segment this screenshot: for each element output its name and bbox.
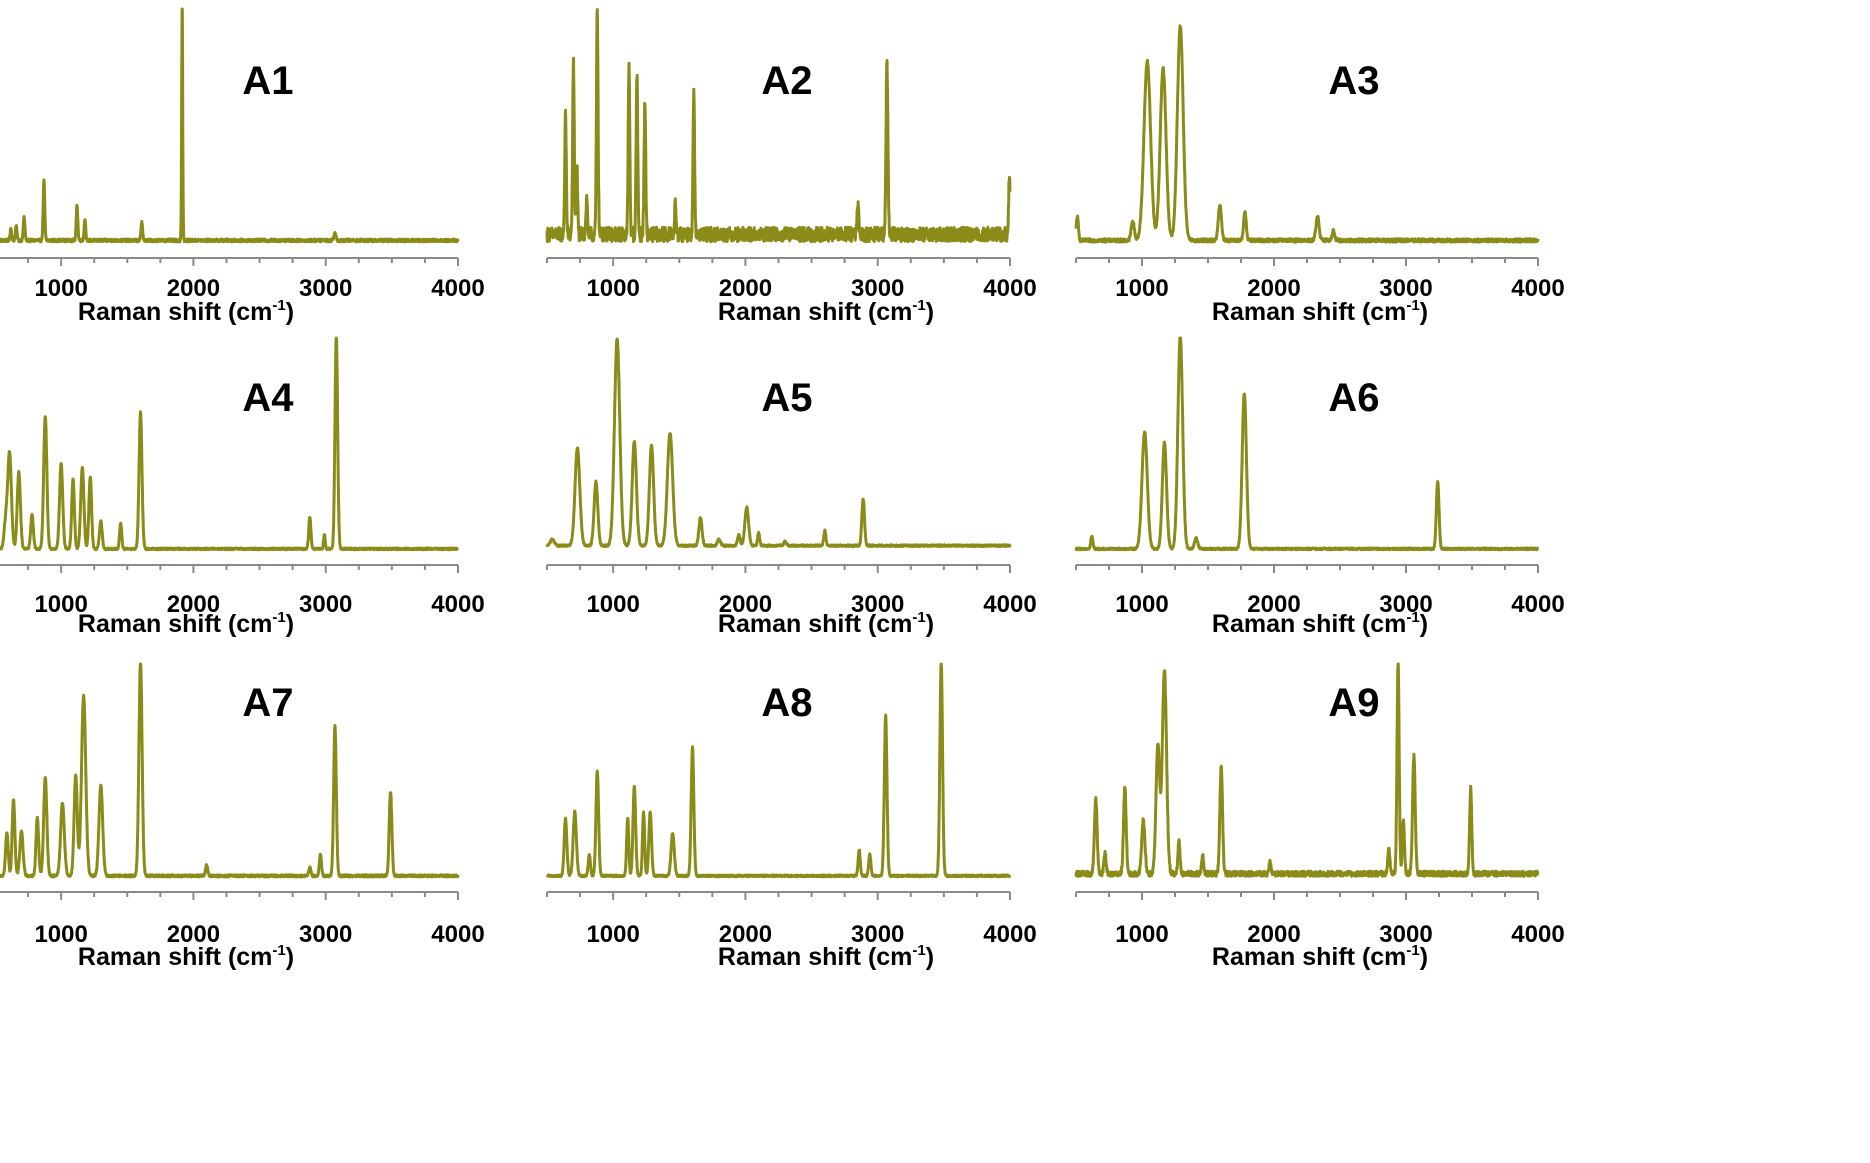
tick-label-a4: 3000 — [299, 591, 352, 618]
x-axis-title-a8: Raman shift (cm-1) — [718, 942, 934, 971]
x-axis-title-a2: Raman shift (cm-1) — [718, 297, 934, 326]
panel-a6: 1000 2000 3000 4000 Raman shift (cm-1) A6 — [1074, 336, 1565, 638]
x-axis-title-a3: Raman shift (cm-1) — [1212, 297, 1428, 326]
tick-label-a2: 2000 — [719, 275, 772, 302]
panel-label-a4: A4 — [242, 376, 294, 420]
tick-label-a8: 3000 — [851, 921, 904, 948]
tick-label-a9: 1000 — [1115, 921, 1168, 948]
tick-label-a5: 2000 — [719, 591, 772, 618]
tick-label-a5: 4000 — [983, 591, 1036, 618]
spectrum-line-a5 — [545, 337, 1012, 548]
spectrum-line-a9 — [1074, 662, 1540, 878]
tick-label-a2: 4000 — [983, 275, 1036, 302]
tick-label-a8: 4000 — [983, 921, 1036, 948]
panel-label-a8: A8 — [761, 681, 812, 725]
tick-label-a1: 1000 — [34, 275, 87, 302]
tick-label-a6: 1000 — [1115, 591, 1168, 618]
spectrum-line-a7 — [0, 662, 460, 879]
panel-label-a3: A3 — [1328, 59, 1379, 103]
tick-label-a1: 3000 — [299, 275, 352, 302]
x-axis-title-a6: Raman shift (cm-1) — [1212, 609, 1428, 638]
spectrum-line-a8 — [545, 662, 1012, 879]
tick-label-a7: 1000 — [34, 921, 87, 948]
tick-label-a9: 3000 — [1379, 921, 1432, 948]
panel-a8: 1000 2000 3000 4000 Raman shift (cm-1) A8 — [545, 662, 1037, 971]
tick-label-a2: 3000 — [851, 275, 904, 302]
x-axis-title-a1: Raman shift (cm-1) — [78, 297, 294, 326]
x-axis-title-a4: Raman shift (cm-1) — [78, 609, 294, 638]
panel-a9: 1000 2000 3000 4000 Raman shift (cm-1) A9 — [1074, 662, 1565, 971]
tick-label-a6: 2000 — [1247, 591, 1300, 618]
x-axis-title-a5: Raman shift (cm-1) — [718, 609, 934, 638]
panel-a4: 1000 2000 3000 4000 Raman shift (cm-1) A4 — [0, 336, 485, 638]
tick-label-a4: 4000 — [431, 591, 484, 618]
panel-label-a5: A5 — [761, 376, 812, 420]
tick-label-a5: 3000 — [851, 591, 904, 618]
tick-label-a9: 2000 — [1247, 921, 1300, 948]
panel-a2: 1000 2000 3000 4000 Raman shift (cm-1) A2 — [545, 8, 1037, 326]
panel-label-a6: A6 — [1328, 376, 1379, 420]
panel-a3: 1000 2000 3000 4000 Raman shift (cm-1) A3 — [1074, 24, 1565, 326]
tick-label-a4: 1000 — [34, 591, 87, 618]
panel-label-a9: A9 — [1328, 681, 1379, 725]
tick-label-a8: 1000 — [586, 921, 639, 948]
x-axis-title-a9: Raman shift (cm-1) — [1212, 942, 1428, 971]
tick-label-a3: 1000 — [1115, 275, 1168, 302]
tick-label-a7: 3000 — [299, 921, 352, 948]
tick-label-a3: 3000 — [1379, 275, 1432, 302]
tick-label-a5: 1000 — [586, 591, 639, 618]
spectrum-line-a1 — [0, 7, 460, 244]
tick-label-a7: 2000 — [167, 921, 220, 948]
tick-label-a4: 2000 — [167, 591, 220, 618]
panel-label-a2: A2 — [761, 59, 812, 103]
panel-a7: 1000 2000 3000 4000 Raman shift (cm-1) A7 — [0, 662, 485, 971]
tick-label-a3: 4000 — [1511, 275, 1564, 302]
spectrum-line-a2 — [545, 8, 1012, 244]
panel-label-a1: A1 — [242, 59, 293, 103]
tick-label-a1: 4000 — [431, 275, 484, 302]
panel-a5: 1000 2000 3000 4000 Raman shift (cm-1) A5 — [545, 337, 1037, 638]
tick-label-a9: 4000 — [1511, 921, 1564, 948]
tick-label-a6: 4000 — [1511, 591, 1564, 618]
panel-a1: 1000 2000 3000 4000 Raman shift (cm-1) A1 — [0, 7, 485, 326]
panel-label-a7: A7 — [242, 681, 293, 725]
tick-label-a1: 2000 — [167, 275, 220, 302]
tick-label-a8: 2000 — [719, 921, 772, 948]
spectrum-line-a4 — [0, 336, 460, 552]
spectrum-line-a6 — [1074, 336, 1540, 552]
tick-label-a6: 3000 — [1379, 591, 1432, 618]
x-axis-title-a7: Raman shift (cm-1) — [78, 942, 294, 971]
spectrum-line-a3 — [1074, 24, 1540, 244]
tick-label-a7: 4000 — [431, 921, 484, 948]
tick-label-a3: 2000 — [1247, 275, 1300, 302]
tick-label-a2: 1000 — [586, 275, 639, 302]
